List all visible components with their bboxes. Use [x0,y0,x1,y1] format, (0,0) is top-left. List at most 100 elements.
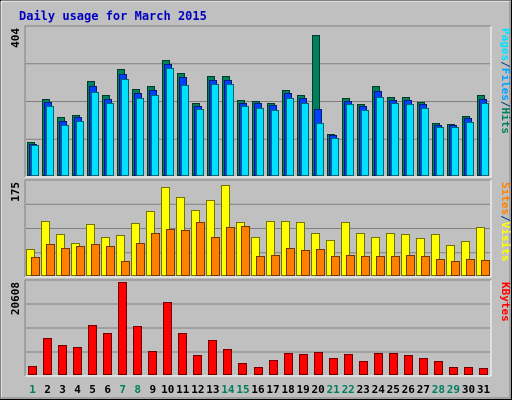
x-tick-label-day-15: 15 [236,383,249,396]
x-tick-label-day-6: 6 [104,383,111,396]
bar-sites-day-26 [406,255,415,276]
legend-item: Visits [499,222,512,262]
panel-2: 175 Sites/Visits [9,179,512,278]
bar-sites-day-29 [451,261,460,276]
bar-kbytes-day-4 [73,347,82,375]
bar-visits-day-23 [356,233,365,276]
bar-pages-day-29 [451,127,459,176]
bar-pages-day-21 [331,138,339,176]
x-tick-label-day-22: 22 [342,383,355,396]
x-tick-label-day-12: 12 [191,383,204,396]
y-max-label: 20608 [9,282,22,315]
bar-sites-day-14 [226,227,235,276]
bar-sites-day-2 [46,244,55,276]
bar-sites-day-9 [151,233,160,276]
bar-pages-day-12 [196,109,204,176]
bar-sites-day-30 [466,259,475,276]
bar-kbytes-day-20 [314,352,323,375]
bar-sites-day-8 [136,243,145,276]
x-tick-label-day-5: 5 [89,383,96,396]
bar-sites-day-3 [61,248,70,276]
bar-pages-day-9 [151,95,159,176]
x-tick-label-day-28: 28 [432,383,445,396]
x-tick-label-day-10: 10 [161,383,174,396]
bar-pages-day-20 [316,123,324,176]
x-tick-label-day-26: 26 [402,383,416,396]
bar-sites-day-13 [211,237,220,276]
bar-pages-day-3 [61,125,69,176]
bar-pages-day-30 [466,122,474,176]
bar-sites-day-1 [31,257,40,276]
bar-pages-day-2 [46,106,54,176]
panel-3: 20608 KBytes [9,279,512,377]
bar-sites-day-24 [376,256,385,276]
legend: Pages/Files/Hits [499,28,512,134]
x-tick-label-day-20: 20 [311,383,324,396]
bar-pages-day-24 [376,97,384,176]
legend: Sites/Visits [499,182,512,262]
bar-pages-day-15 [241,106,249,176]
bar-pages-day-19 [301,103,309,176]
x-tick-label-day-4: 4 [74,383,81,396]
x-tick-label-day-19: 19 [296,383,309,396]
bar-sites-day-17 [271,255,280,276]
bar-pages-day-23 [361,110,369,176]
bar-pages-day-27 [421,108,429,176]
bar-kbytes-day-13 [208,340,217,375]
legend-item: Hits [499,108,512,135]
legend-item: / [499,61,512,68]
bar-kbytes-day-3 [58,345,67,375]
bar-kbytes-day-11 [178,333,187,375]
legend-item: Pages [499,28,512,61]
bar-sites-day-6 [106,246,115,276]
x-tick-label-day-16: 16 [251,383,265,396]
x-axis: 1 2 3 4 5 6 7 8 9 10 11 12 13 14 15 16 17 18 19 20 21 22 23 24 2… [29,383,490,396]
bar-sites-day-7 [121,261,130,276]
bar-pages-day-13 [211,84,219,176]
bar-pages-day-18 [286,98,294,176]
legend-item: / [499,101,512,108]
chart-panels: 404 Pages/Files/Hits 175 Sites/Visits 20608 K… [9,25,512,377]
legend: KBytes [499,282,512,322]
bar-kbytes-day-9 [148,351,157,375]
bar-pages-day-17 [271,110,279,176]
bar-kbytes-day-14 [223,349,232,375]
bar-visits-day-25 [386,233,395,276]
x-tick-label-day-13: 13 [206,383,219,396]
bar-kbytes-day-6 [103,333,112,375]
bar-pages-day-10 [166,68,174,176]
bar-sites-day-5 [91,244,100,276]
bar-kbytes-day-10 [163,302,172,375]
bar-visits-day-19 [296,222,305,276]
y-max-label: 175 [9,182,22,202]
bar-pages-day-11 [181,85,189,176]
bar-kbytes-day-1 [28,366,37,375]
bar-sites-day-15 [241,226,250,276]
x-tick-label-day-24: 24 [372,383,386,396]
y-max-label: 404 [9,28,22,48]
bar-visits-day-22 [341,222,350,276]
bar-kbytes-day-8 [133,326,142,375]
bar-pages-day-6 [106,103,114,176]
bar-pages-day-7 [121,79,129,176]
bar-sites-day-19 [301,250,310,276]
bar-sites-day-10 [166,229,175,276]
x-tick-label-day-29: 29 [447,383,460,396]
bar-kbytes-day-24 [374,353,383,375]
x-tick-label-day-18: 18 [281,383,294,396]
bar-kbytes-day-19 [299,354,308,375]
bar-kbytes-day-16 [254,367,263,375]
panel-1: 404 Pages/Files/Hits [9,25,512,178]
bar-sites-day-28 [436,259,445,276]
bar-sites-day-21 [331,256,340,276]
bar-kbytes-day-17 [269,360,278,375]
bar-kbytes-day-30 [464,367,473,375]
bar-visits-day-7 [116,235,125,276]
bar-kbytes-day-12 [193,355,202,375]
x-tick-label-day-21: 21 [327,383,341,396]
bar-sites-day-11 [181,230,190,276]
bar-sites-day-25 [391,256,400,276]
bar-kbytes-day-26 [404,355,413,375]
bar-visits-day-28 [431,234,440,276]
bar-kbytes-day-29 [449,367,458,375]
